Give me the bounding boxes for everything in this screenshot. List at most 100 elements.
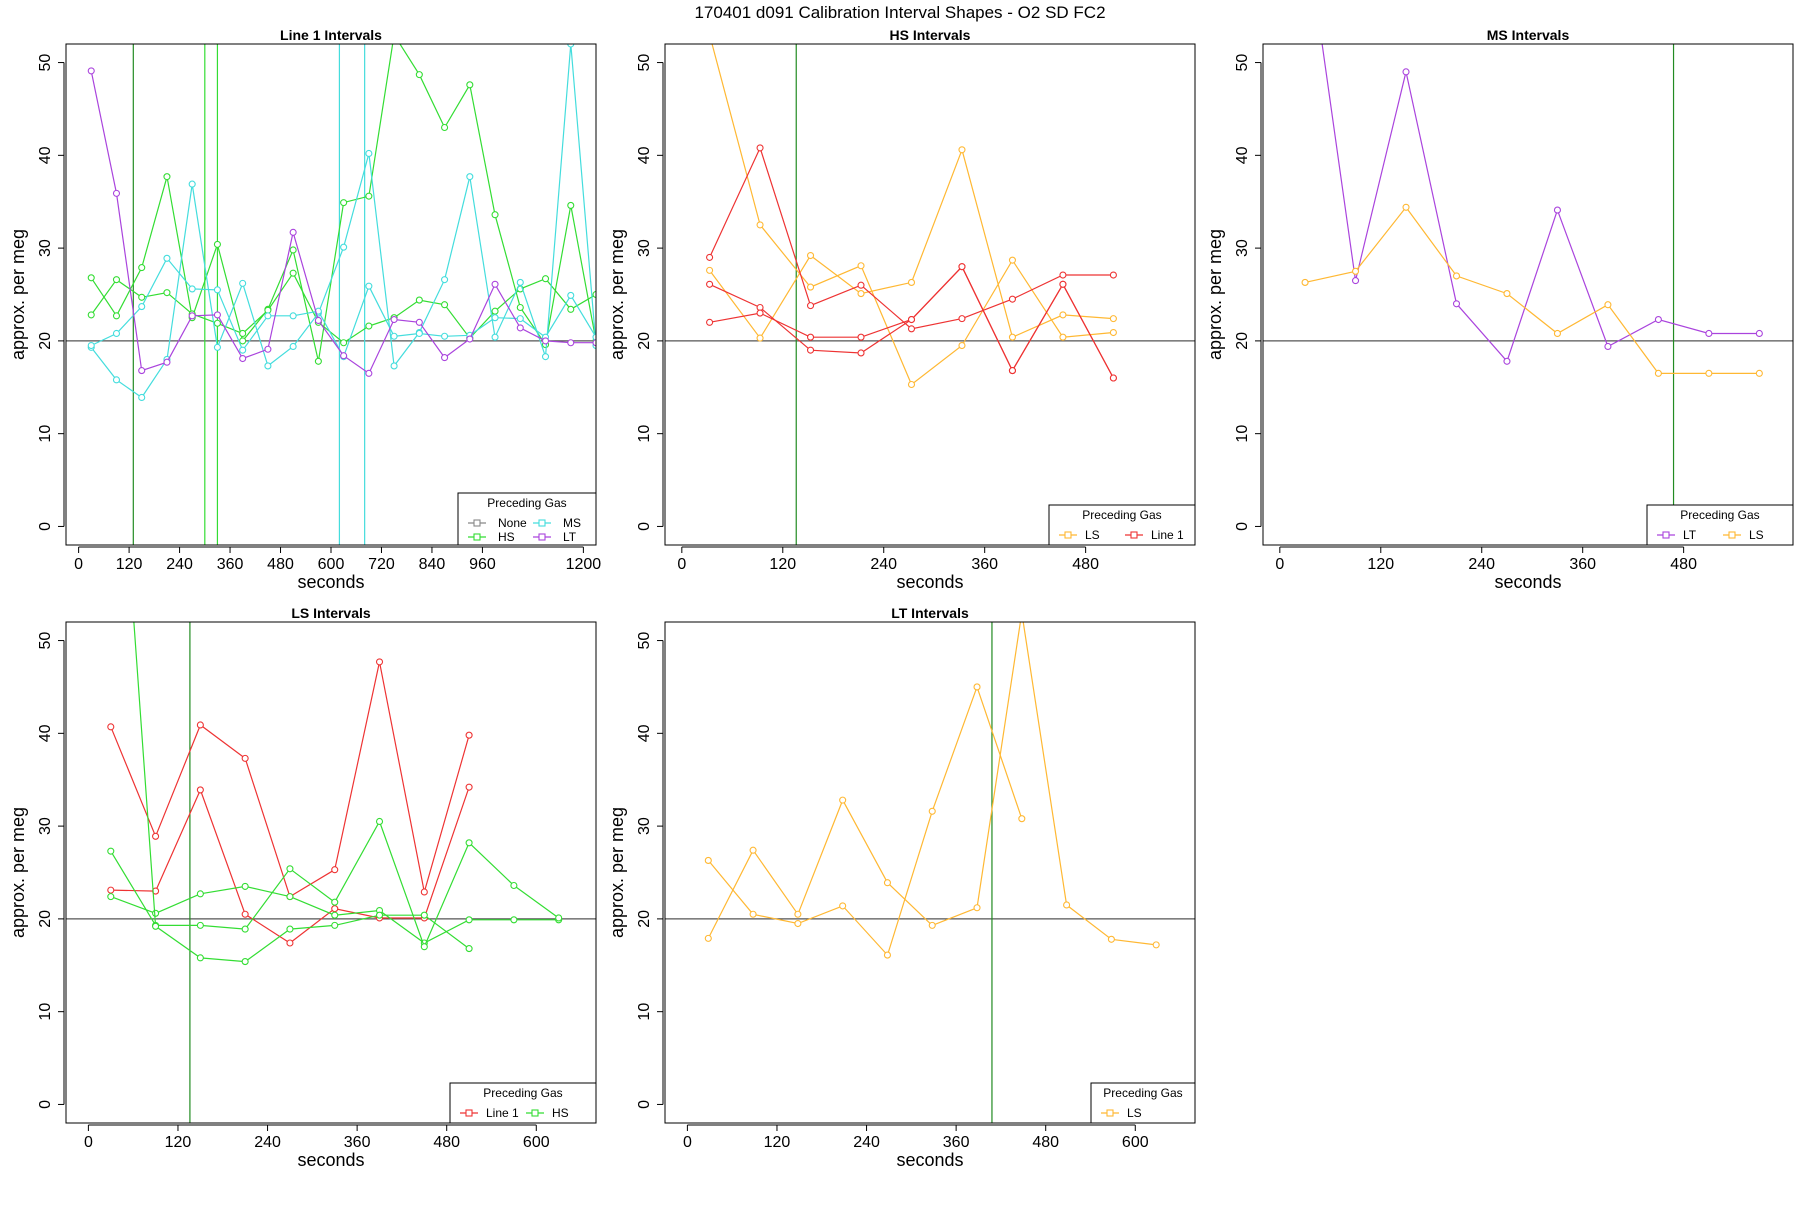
data-point bbox=[706, 253, 714, 261]
data-point bbox=[749, 846, 757, 854]
data-point bbox=[375, 817, 384, 826]
legend-label-lt: LT bbox=[1683, 528, 1697, 542]
y-tick-label: 0 bbox=[1234, 522, 1251, 531]
data-point bbox=[958, 146, 966, 154]
data-point bbox=[857, 290, 865, 298]
series-line-hs bbox=[90, 44, 596, 362]
x-tick-label: 720 bbox=[368, 556, 395, 573]
y-tick-label: 40 bbox=[37, 146, 54, 164]
data-point bbox=[706, 318, 714, 326]
data-point bbox=[1109, 315, 1117, 323]
data-point bbox=[138, 293, 146, 301]
data-point bbox=[1705, 369, 1713, 377]
data-point bbox=[331, 866, 339, 874]
data-point bbox=[239, 329, 247, 338]
data-point bbox=[958, 315, 966, 323]
data-point bbox=[465, 731, 473, 739]
data-point bbox=[1402, 203, 1410, 211]
data-point bbox=[112, 376, 121, 384]
y-tick-label: 40 bbox=[636, 146, 653, 164]
x-tick-label: 480 bbox=[1072, 556, 1099, 573]
legend-title: Preceding Gas bbox=[1103, 1086, 1182, 1100]
data-point bbox=[375, 911, 384, 919]
x-tick-label: 240 bbox=[870, 556, 897, 573]
y-tick-label: 30 bbox=[1234, 239, 1251, 257]
y-tick-label: 50 bbox=[37, 54, 54, 72]
data-point bbox=[1553, 206, 1561, 214]
x-tick-label: 0 bbox=[677, 556, 686, 573]
data-point bbox=[567, 339, 575, 347]
data-point bbox=[365, 149, 373, 158]
data-point bbox=[883, 879, 892, 887]
data-point bbox=[555, 914, 563, 922]
plot-frame bbox=[664, 621, 1196, 1124]
data-point bbox=[415, 329, 423, 338]
data-point bbox=[196, 721, 204, 729]
x-tick-label: 120 bbox=[165, 1134, 192, 1151]
data-point bbox=[365, 282, 373, 290]
data-point bbox=[928, 921, 936, 929]
data-point bbox=[756, 221, 764, 229]
x-axis-label: seconds bbox=[1494, 572, 1561, 592]
data-point bbox=[365, 192, 373, 200]
y-axis-label: approx. per meg bbox=[8, 807, 28, 938]
legend: Preceding Gas LT LS bbox=[1646, 504, 1794, 546]
data-point bbox=[138, 393, 146, 402]
panel-hs-intervals: HS Intervals 0 120 240 360 480 seconds 0 10 20 30 4… bbox=[607, 27, 1196, 592]
data-point bbox=[441, 276, 449, 284]
data-point bbox=[1654, 369, 1662, 377]
y-tick-label: 10 bbox=[636, 425, 653, 443]
data-point bbox=[188, 285, 196, 293]
data-point bbox=[286, 865, 294, 873]
data-point bbox=[112, 329, 121, 338]
legend-label-lt: LT bbox=[563, 530, 577, 544]
x-tick-label: 600 bbox=[1122, 1134, 1149, 1151]
series-group bbox=[1301, 44, 1763, 377]
data-point bbox=[567, 305, 575, 313]
legend-label-none: None bbox=[498, 516, 527, 530]
data-point bbox=[163, 289, 171, 297]
legend-box bbox=[1646, 504, 1794, 546]
x-tick-label: 840 bbox=[419, 556, 446, 573]
y-axis-label: approx. per meg bbox=[607, 229, 627, 360]
data-point bbox=[196, 786, 204, 794]
y-tick-label: 20 bbox=[636, 332, 653, 350]
legend-swatch-marker bbox=[1064, 531, 1072, 539]
data-point bbox=[839, 902, 847, 910]
x-tick-label: 480 bbox=[433, 1134, 460, 1151]
data-point bbox=[365, 322, 373, 330]
data-point bbox=[163, 254, 171, 262]
data-point bbox=[420, 888, 428, 896]
series-group bbox=[704, 622, 1160, 959]
data-point bbox=[107, 723, 115, 731]
panel-title: LT Intervals bbox=[891, 605, 969, 621]
x-tick-label: 120 bbox=[1367, 556, 1394, 573]
series-line-line-1 bbox=[110, 661, 470, 898]
legend-swatch-marker bbox=[538, 533, 546, 541]
data-point bbox=[340, 352, 348, 360]
data-point bbox=[704, 934, 712, 942]
data-point bbox=[806, 283, 815, 291]
series-line-hs bbox=[133, 622, 470, 963]
data-point bbox=[510, 881, 518, 890]
data-point bbox=[87, 274, 95, 282]
data-point bbox=[441, 123, 449, 132]
data-point bbox=[289, 312, 297, 320]
data-point bbox=[188, 312, 196, 320]
data-point bbox=[241, 925, 249, 933]
y-tick-label: 20 bbox=[37, 332, 54, 350]
data-point bbox=[415, 318, 423, 326]
data-point bbox=[130, 610, 136, 616]
data-point bbox=[1109, 328, 1117, 337]
data-point bbox=[152, 909, 160, 917]
y-tick-label: 20 bbox=[636, 910, 653, 928]
panel-title: LS Intervals bbox=[291, 605, 371, 621]
data-point bbox=[239, 354, 247, 363]
data-point bbox=[465, 945, 473, 953]
data-point bbox=[286, 893, 294, 901]
data-point bbox=[286, 939, 294, 947]
data-point bbox=[592, 339, 596, 347]
data-point bbox=[213, 311, 221, 319]
plot-frame bbox=[1262, 43, 1794, 546]
